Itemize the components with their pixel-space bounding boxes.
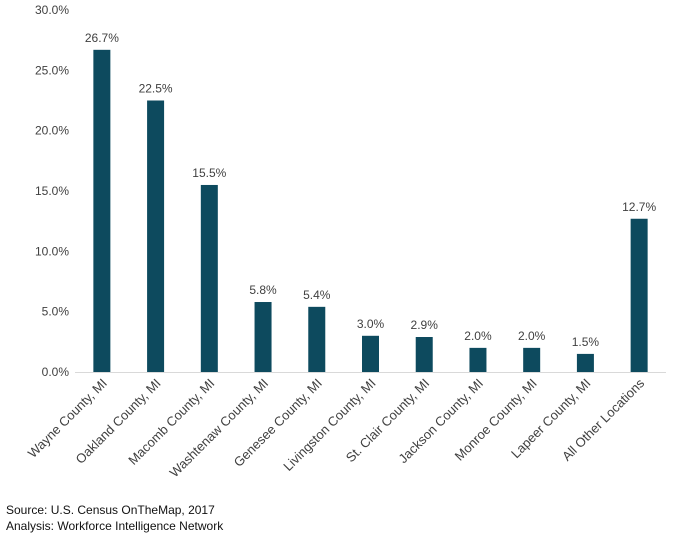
y-tick-label: 15.0% (35, 184, 69, 198)
bar (469, 347, 487, 372)
bar (200, 184, 218, 372)
data-label: 15.5% (192, 166, 226, 180)
bars (93, 49, 648, 372)
x-tick-label: Genesee County, MI (231, 376, 325, 470)
analysis-note: Analysis: Workforce Intelligence Network (6, 519, 224, 533)
y-tick-label: 0.0% (42, 365, 70, 379)
bar (415, 337, 433, 372)
bar-chart: 0.0%5.0%10.0%15.0%20.0%25.0%30.0% 26.7%2… (25, 3, 666, 481)
bar (93, 49, 111, 372)
y-tick-label: 25.0% (35, 63, 69, 77)
bar (630, 218, 648, 372)
data-label: 3.0% (357, 317, 385, 331)
data-labels: 26.7% 22.5% 15.5% 5.8% 5.4% 3.0% 2.9% 2.0% 2.0% 1… (85, 31, 657, 349)
bar (576, 353, 594, 372)
data-label: 2.9% (411, 318, 439, 332)
data-label: 12.7% (622, 200, 656, 214)
bar (308, 306, 326, 372)
source-note: Source: U.S. Census OnTheMap, 2017 (6, 503, 215, 517)
data-label: 1.5% (572, 335, 600, 349)
bar (147, 100, 165, 372)
bar (254, 302, 272, 372)
data-label: 2.0% (518, 329, 546, 343)
bar (362, 335, 379, 372)
x-tick-label: Washtenaw County, MI (167, 376, 272, 481)
data-label: 26.7% (85, 31, 119, 45)
x-tick-label: Livingston County, MI (280, 376, 378, 474)
data-label: 5.8% (249, 283, 277, 297)
y-tick-label: 5.0% (42, 305, 70, 319)
data-label: 5.4% (303, 288, 331, 302)
y-tick-label: 20.0% (35, 124, 69, 138)
bar (523, 347, 541, 372)
data-label: 22.5% (139, 82, 173, 96)
data-label: 2.0% (464, 329, 492, 343)
y-tick-label: 10.0% (35, 244, 69, 258)
y-axis: 0.0% 5.0% 10.0% 15.0% 20.0% 25.0% 30.0% (35, 3, 69, 379)
y-tick-label: 30.0% (35, 3, 69, 17)
